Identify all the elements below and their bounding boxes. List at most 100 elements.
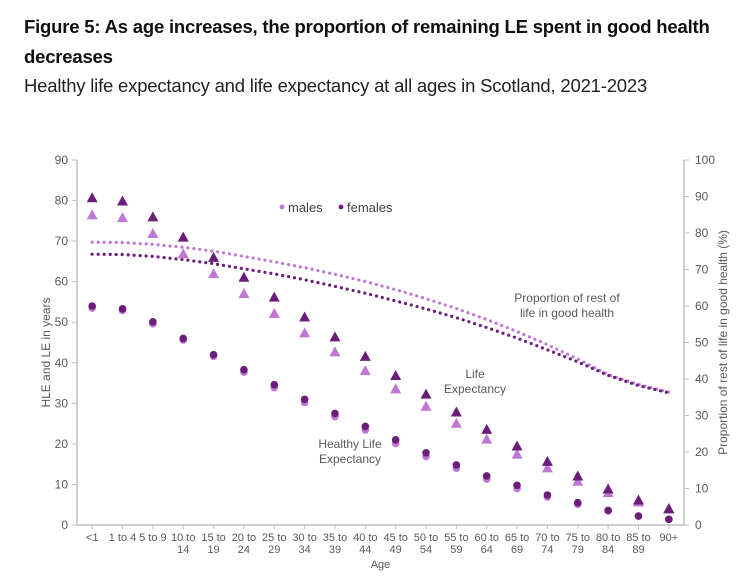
annotation-proportion-line: life in good health	[520, 306, 614, 320]
x-tick-label-line: 79	[572, 544, 584, 556]
line-dot	[369, 292, 373, 297]
x-tick-label-line: 60 to	[474, 532, 498, 544]
line-dot	[571, 355, 575, 359]
x-tick-label: 40 to 44	[353, 532, 377, 556]
line-dot	[156, 243, 160, 247]
line-dot	[403, 301, 408, 306]
x-tick-label-line: 90+	[659, 532, 678, 544]
x-tick-label: 45 to 49	[383, 532, 407, 556]
line-dot	[380, 284, 384, 288]
line-dot	[90, 252, 94, 256]
female-hle-point	[665, 515, 673, 524]
x-tick-label: 30 to 34	[292, 532, 316, 556]
male-le-point	[268, 307, 280, 318]
x-tick-label-line: 15 to	[201, 532, 225, 544]
x-tick-label-line: 20 to	[232, 532, 256, 544]
male-le-point	[117, 212, 129, 223]
line-dot	[398, 300, 402, 304]
line-dot	[339, 286, 343, 290]
right-tick-label: 20	[695, 445, 709, 459]
line-dot	[114, 240, 118, 245]
line-dot	[437, 301, 442, 305]
line-dot	[239, 254, 243, 258]
line-dot	[269, 259, 273, 263]
line-dot	[596, 369, 600, 373]
male-le-point	[177, 248, 189, 259]
line-dot	[544, 342, 548, 346]
line-dot	[227, 252, 232, 256]
female-hle-point	[118, 305, 127, 313]
line-dot	[551, 350, 556, 354]
line-dot	[251, 268, 255, 272]
x-tick-label: 70 to 74	[535, 532, 559, 556]
line-dot	[641, 385, 645, 389]
x-tick-label-line: 49	[390, 544, 402, 556]
female-le-point	[572, 470, 584, 481]
line-dot	[310, 279, 314, 283]
x-tick-label: 10 to 14	[171, 532, 195, 556]
male-le-point	[511, 448, 523, 459]
y-axis-title: HLE and LE in years	[39, 297, 53, 407]
line-dot	[90, 240, 94, 244]
male-le-point	[329, 346, 341, 357]
line-dot	[549, 344, 553, 349]
line-dot	[473, 322, 477, 326]
y2-axis-title: Proportion of rest of life in good healt…	[716, 230, 730, 455]
line-dot	[409, 292, 413, 296]
figure-subtitle: Healthy life expectancy and life expecta…	[24, 75, 648, 96]
line-dot	[186, 246, 190, 250]
female-hle-point	[240, 365, 248, 374]
line-dot	[304, 266, 308, 270]
line-dot	[322, 270, 326, 274]
legend-females-marker	[338, 204, 344, 210]
line-dot	[601, 371, 605, 375]
x-axis-title: Age	[371, 559, 391, 571]
line-dot	[204, 248, 208, 252]
line-dot	[466, 311, 470, 315]
line-dot	[432, 299, 436, 303]
line-dot	[150, 242, 154, 246]
figure-title: Figure 5: As age increases, the proporti…	[24, 16, 710, 67]
line-dot	[478, 323, 482, 328]
x-tick-label-line: 89	[632, 544, 644, 556]
line-dot	[415, 294, 419, 298]
line-dot	[438, 311, 442, 315]
female-le-point	[420, 388, 432, 399]
line-dot	[168, 244, 172, 248]
line-dot	[555, 347, 559, 351]
line-dot	[174, 257, 178, 261]
female-le-point	[450, 406, 462, 417]
female-le-point	[359, 350, 371, 361]
line-dot	[339, 274, 343, 278]
line-dot	[286, 262, 291, 267]
line-dot	[357, 278, 361, 282]
proportion-line-males	[90, 240, 670, 394]
x-tick-label-line: 29	[268, 544, 280, 556]
line-dot	[333, 272, 338, 276]
female-le-point	[86, 192, 98, 203]
line-dot	[292, 264, 297, 268]
line-dot	[363, 279, 367, 283]
line-dot	[304, 278, 308, 282]
x-tick-label-line: 25 to	[262, 532, 286, 544]
legend-males-label: males	[288, 200, 323, 215]
line-dot	[180, 257, 184, 262]
line-dot	[138, 253, 142, 258]
left-tick-label: 30	[55, 396, 69, 410]
line-dot	[647, 386, 651, 390]
line-dot	[198, 260, 202, 264]
line-dot	[144, 242, 148, 246]
female-hle-point	[482, 472, 491, 480]
line-dot	[566, 352, 570, 356]
female-hle-point	[88, 302, 96, 310]
annotation-proportion-line: Proportion of rest of	[514, 291, 620, 305]
left-tick-label: 90	[55, 153, 69, 167]
line-dot	[518, 337, 522, 341]
right-tick-label: 70	[695, 263, 709, 277]
line-dot	[488, 319, 493, 323]
right-tick-label: 100	[695, 153, 715, 167]
line-dot	[96, 252, 100, 256]
line-dot	[582, 360, 586, 364]
female-hle-point	[300, 395, 309, 404]
line-dot	[427, 308, 431, 312]
